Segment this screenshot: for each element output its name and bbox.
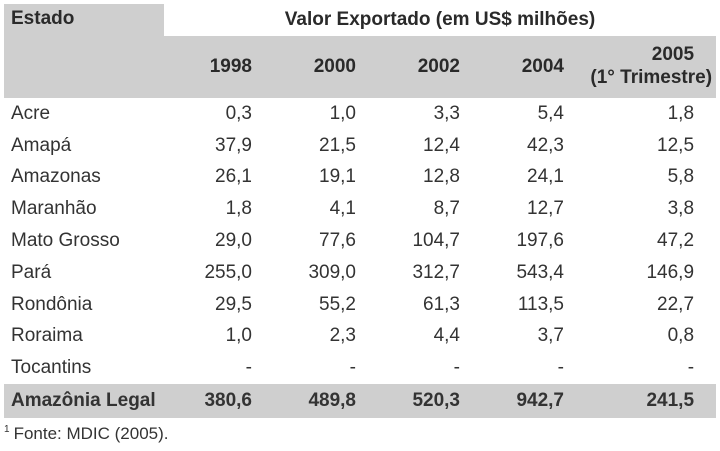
value-cell: 26,1	[215, 166, 252, 188]
value-cell: 0,8	[667, 325, 695, 347]
value-cell: 8,7	[433, 198, 460, 220]
table-row: Maranhão 1,8 4,1 8,7 12,7 3,8	[4, 193, 716, 225]
value-cell: 22,7	[657, 293, 695, 315]
value-cell: 3,7	[537, 325, 564, 347]
value-cell: 37,9	[215, 134, 252, 156]
value-cell: 29,0	[215, 230, 252, 252]
value-cell: 942,7	[476, 384, 580, 419]
value-cell: 3,8	[667, 198, 695, 220]
value-cell: 77,6	[319, 230, 356, 252]
year-header: 1998	[164, 36, 268, 98]
state-name-cell: Amapá	[11, 134, 72, 156]
value-cell: 61,3	[423, 293, 460, 315]
value-cell: -	[245, 357, 252, 379]
value-cell: 29,5	[215, 293, 252, 315]
year-header-label: 2005	[651, 44, 695, 66]
value-cell: -	[349, 357, 356, 379]
table-row: Mato Grosso 29,0 77,6 104,7 197,6 47,2	[4, 225, 716, 257]
value-cell: 1,0	[329, 102, 356, 124]
value-cell: 0,3	[225, 102, 252, 124]
table-row: Tocantins - - - - -	[4, 352, 716, 384]
state-name-cell: Amazonas	[11, 166, 101, 188]
table-row: Rondônia 29,5 55,2 61,3 113,5 22,7	[4, 289, 716, 321]
year-header: 2002	[372, 36, 476, 98]
state-name-cell: Maranhão	[11, 198, 97, 220]
table-row: Acre 0,3 1,0 3,3 5,4 1,8	[4, 98, 716, 130]
value-cell: 309,0	[308, 261, 356, 283]
year-header: 2004	[476, 36, 580, 98]
table-row: Pará 255,0 309,0 312,7 543,4 146,9	[4, 257, 716, 289]
footnote-marker: 1	[4, 424, 10, 435]
year-header-note: (1° Trimestre)	[590, 67, 713, 88]
value-cell: 5,4	[537, 102, 564, 124]
state-name-cell: Pará	[11, 261, 52, 283]
value-cell: 24,1	[527, 166, 564, 188]
source-footnote: 1 Fonte: MDIC (2005).	[4, 424, 169, 444]
value-cell: 197,6	[516, 230, 564, 252]
state-column-header: Estado	[4, 4, 164, 98]
table-row: Amapá 37,9 21,5 12,4 42,3 12,5	[4, 130, 716, 162]
table-row: Roraima 1,0 2,3 4,4 3,7 0,8	[4, 321, 716, 353]
value-cell: 19,1	[319, 166, 356, 188]
state-name-cell: Rondônia	[11, 293, 93, 315]
value-cell: -	[687, 357, 695, 379]
year-header: 2000	[268, 36, 372, 98]
year-header-2005: 2005 (1° Trimestre)	[580, 36, 717, 98]
total-row: Amazônia Legal 380,6 489,8 520,3 942,7 241,5	[4, 384, 717, 419]
value-cell: 113,5	[517, 293, 564, 315]
value-cell: 12,4	[423, 134, 460, 156]
export-table-container: Estado Valor Exportado (em US$ milhões) …	[4, 4, 717, 419]
value-cell: 42,3	[527, 134, 564, 156]
value-cell: 520,3	[372, 384, 476, 419]
value-cell: 380,6	[164, 384, 268, 419]
value-cell: 3,3	[433, 102, 460, 124]
value-cell: 55,2	[319, 293, 356, 315]
value-cell: 5,8	[667, 166, 695, 188]
value-cell: 1,8	[667, 102, 695, 124]
value-cell: -	[453, 357, 460, 379]
value-cell: 4,4	[433, 325, 460, 347]
value-cell: 489,8	[268, 384, 372, 419]
value-cell: 12,7	[527, 198, 564, 220]
export-value-table: Estado Valor Exportado (em US$ milhões) …	[4, 4, 717, 419]
value-cell: 543,4	[516, 261, 564, 283]
value-cell: 104,7	[412, 230, 460, 252]
export-value-group-header: Valor Exportado (em US$ milhões)	[164, 4, 717, 36]
state-name-cell: Tocantins	[11, 357, 92, 379]
value-cell: 255,0	[204, 261, 252, 283]
table-row: Amazonas 26,1 19,1 12,8 24,1 5,8	[4, 162, 716, 194]
value-cell: 146,9	[646, 261, 695, 283]
footnote-text: Fonte: MDIC (2005).	[13, 424, 169, 443]
value-cell: 241,5	[580, 384, 717, 419]
value-cell: 47,2	[657, 230, 695, 252]
value-cell: 12,5	[657, 134, 695, 156]
state-name-cell: Amazônia Legal	[4, 384, 164, 419]
value-cell: 2,3	[329, 325, 356, 347]
state-name-cell: Mato Grosso	[11, 230, 120, 252]
value-cell: 1,0	[225, 325, 252, 347]
value-cell: 4,1	[329, 198, 356, 220]
value-cell: -	[557, 357, 564, 379]
value-cell: 1,8	[225, 198, 252, 220]
value-cell: 21,5	[319, 134, 356, 156]
state-name-cell: Acre	[11, 102, 51, 124]
table-body: Acre 0,3 1,0 3,3 5,4 1,8 Amapá 37,9 21,5 12,4 42,3…	[4, 98, 717, 419]
value-cell: 12,8	[423, 166, 460, 188]
state-name-cell: Roraima	[11, 325, 83, 347]
value-cell: 312,7	[412, 261, 460, 283]
